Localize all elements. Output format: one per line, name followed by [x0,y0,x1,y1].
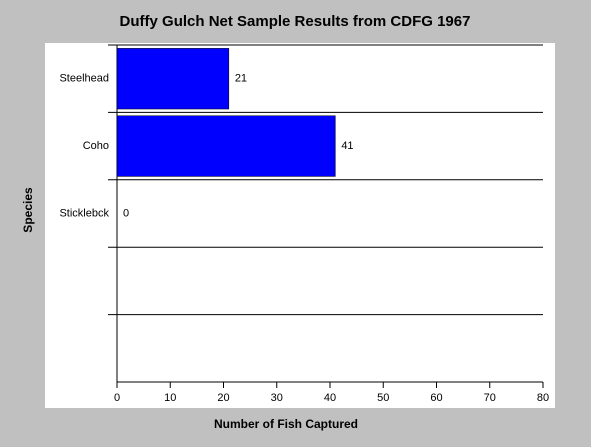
bar [116,115,336,177]
y-tick-label: Steelhead [59,73,109,85]
x-tick-label: 80 [537,392,549,404]
x-axis-label: Number of Fish Captured [214,417,358,431]
y-axis-label: Species [21,187,35,233]
x-tick-label: 0 [114,392,120,404]
y-tick-label: Coho [83,140,109,152]
x-tick-label: 70 [484,392,496,404]
x-tick-label: 10 [164,392,176,404]
x-tick-label: 30 [271,392,283,404]
value-label: 21 [235,73,247,85]
value-label: 41 [341,140,353,152]
chart-title: Duffy Gulch Net Sample Results from CDFG… [120,13,471,30]
x-tick-label: 60 [430,392,442,404]
x-tick-label: 50 [377,392,389,404]
bar [116,48,230,110]
x-tick-label: 40 [324,392,336,404]
value-label: 0 [123,207,129,219]
x-tick-label: 20 [217,392,229,404]
y-tick-label: Sticklebck [59,207,109,219]
